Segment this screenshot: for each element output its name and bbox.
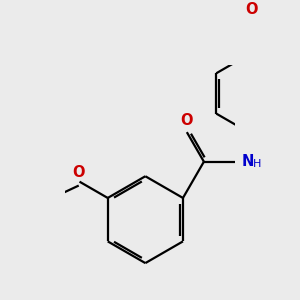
Text: N: N [242,154,254,169]
Text: O: O [73,165,85,180]
Text: O: O [245,2,257,17]
Text: O: O [181,113,193,128]
Text: H: H [253,160,261,170]
